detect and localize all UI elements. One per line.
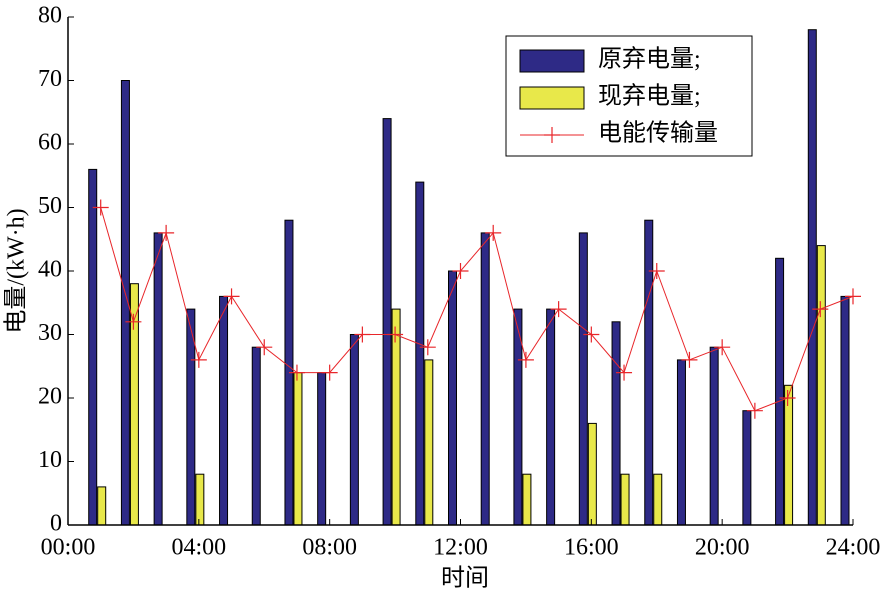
bar (676, 359, 686, 526)
bar (391, 308, 401, 526)
marker (190, 351, 207, 368)
bar (522, 473, 532, 526)
y-tick-label: 70 (38, 66, 62, 92)
bar (448, 270, 457, 526)
bar (578, 232, 588, 526)
marker (485, 224, 502, 241)
y-tick-label: 0 (50, 511, 62, 537)
y-tick-label: 40 (38, 257, 62, 283)
y-axis-label: 电量/(kW·h) (3, 208, 30, 333)
x-axis-label: 时间 (441, 565, 489, 592)
legend-swatch (519, 86, 585, 110)
marker (125, 313, 142, 330)
bar (293, 372, 303, 526)
marker (321, 364, 338, 381)
legend-swatch (519, 49, 585, 73)
marker (354, 326, 371, 343)
bar (709, 346, 719, 526)
marker (714, 339, 731, 356)
bar (620, 473, 630, 526)
y-tick-label: 20 (38, 384, 62, 410)
bar (742, 410, 752, 526)
marker (517, 351, 534, 368)
marker (92, 199, 109, 216)
y-tick-label: 30 (38, 320, 62, 346)
marker (779, 390, 796, 406)
bar (97, 486, 107, 526)
legend-marker (544, 127, 560, 143)
legend-label: 现弃电量; (598, 83, 701, 110)
bar (415, 181, 425, 526)
bar (251, 346, 261, 526)
bar (840, 295, 850, 526)
legend-label: 原弃电量; (598, 46, 701, 73)
marker (648, 263, 665, 279)
legend-label: 电能传输量 (598, 120, 718, 147)
x-tick-label: 08:00 (302, 535, 357, 561)
marker (387, 326, 404, 343)
bar (317, 372, 327, 526)
bar (153, 232, 163, 526)
marker (288, 364, 305, 381)
x-tick-label: 20:00 (695, 535, 750, 561)
x-tick-label: 16:00 (564, 535, 619, 561)
bar (807, 29, 817, 526)
y-tick-label: 50 (38, 193, 62, 219)
marker (845, 288, 861, 305)
marker (616, 364, 633, 381)
bar (349, 334, 359, 526)
bar (424, 359, 434, 526)
marker (746, 402, 763, 419)
y-tick-label: 60 (38, 130, 62, 156)
marker (550, 301, 567, 318)
bar (816, 245, 826, 526)
bar (195, 473, 205, 526)
bar (219, 295, 229, 526)
marker (223, 288, 240, 305)
bar (546, 308, 556, 526)
line (100, 207, 854, 412)
bar (611, 321, 621, 526)
x-tick-label: 12:00 (433, 535, 488, 561)
y-tick-label: 10 (38, 447, 62, 473)
marker (812, 301, 829, 318)
bar (653, 473, 663, 526)
marker (583, 326, 600, 343)
bar (587, 422, 597, 526)
y-tick-label: 80 (38, 3, 62, 29)
bar (784, 384, 794, 526)
x-tick-label: 00:00 (41, 535, 96, 561)
x-tick-label: 04:00 (171, 535, 226, 561)
bar (88, 168, 98, 526)
x-tick-label: 24:00 (826, 535, 881, 561)
marker (681, 351, 698, 368)
marker (158, 224, 175, 241)
marker (256, 339, 273, 356)
bar (382, 118, 392, 526)
bar (480, 232, 490, 526)
bar (775, 257, 785, 526)
bar (644, 219, 654, 526)
marker (419, 339, 436, 356)
marker (452, 263, 469, 279)
